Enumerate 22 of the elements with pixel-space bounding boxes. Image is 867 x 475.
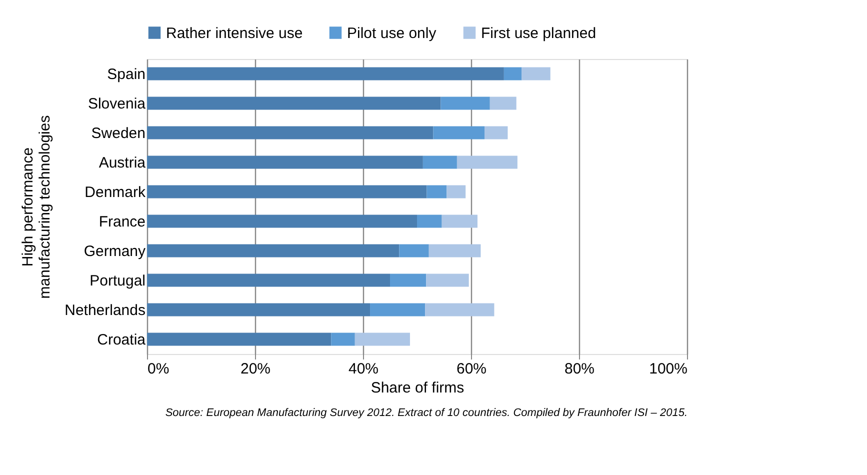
x-tick-label: 40% bbox=[348, 360, 379, 378]
x-tick-label: 0% bbox=[148, 360, 170, 378]
x-tick-label: 60% bbox=[456, 360, 487, 378]
legend-label: Pilot use only bbox=[347, 24, 437, 42]
y-tick-label: Spain bbox=[107, 66, 146, 83]
y-tick-label: France bbox=[98, 213, 146, 230]
x-tick-label: 80% bbox=[564, 360, 595, 378]
y-tick-label: Netherlands bbox=[64, 302, 146, 319]
y-tick-label: Portugal bbox=[90, 272, 146, 290]
y-tick-label: Austria bbox=[98, 154, 146, 172]
y-tick-label: Croatia bbox=[97, 331, 146, 348]
y-tick-label: Germany bbox=[84, 242, 146, 260]
x-tick-label: 100% bbox=[649, 360, 688, 378]
y-tick-label: Sweden bbox=[91, 124, 146, 142]
legend-label: First use planned bbox=[481, 24, 596, 42]
x-tick-label: 20% bbox=[240, 360, 271, 378]
source-note: Source: European Manufacturing Survey 2012. Extract of 10 countries. Compiled by Fraunhofer ISI – 2015. bbox=[165, 407, 688, 419]
y-tick-label: Slovenia bbox=[88, 95, 146, 112]
y-axis-title: High performance manufacturing technologies bbox=[20, 115, 54, 299]
x-axis-title: Share of firms bbox=[370, 380, 464, 396]
y-tick-label: Denmark bbox=[84, 184, 146, 201]
legend-label: Rather intensive use bbox=[166, 24, 303, 42]
